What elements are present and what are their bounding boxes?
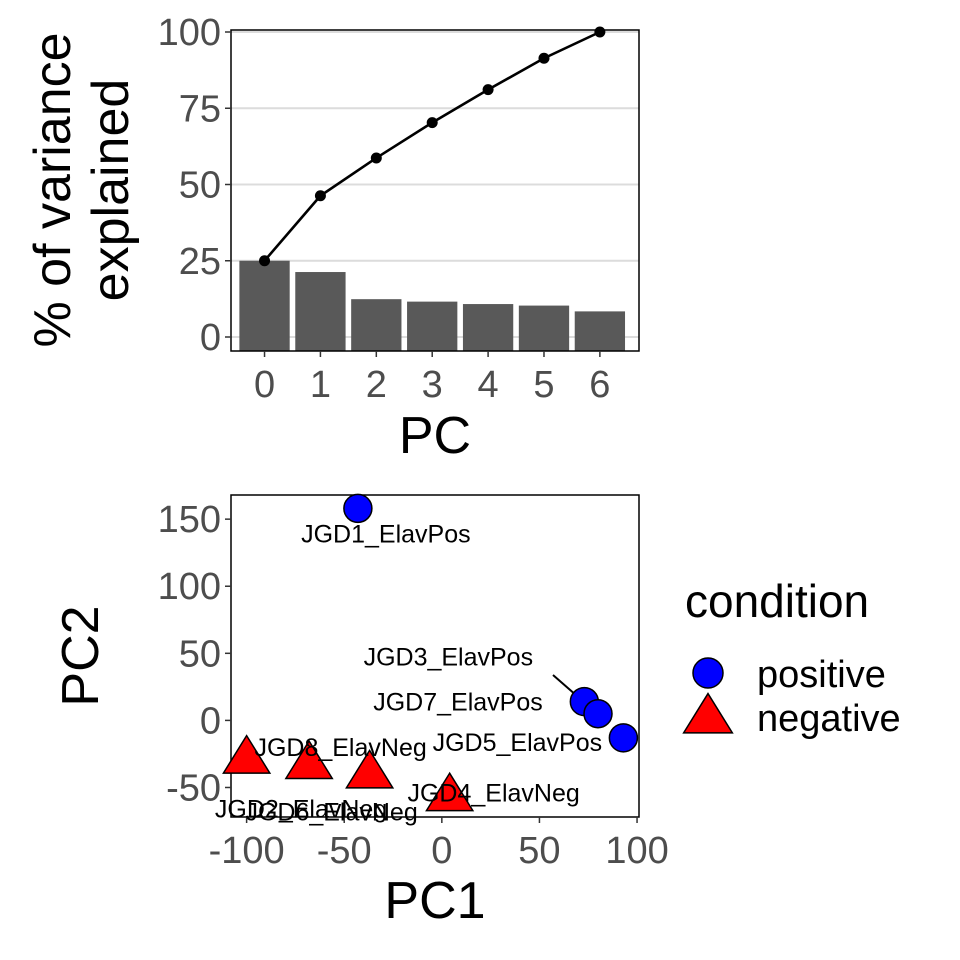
scatter-ytick-label-150: 150 xyxy=(158,499,221,541)
cumulative-point-pc0 xyxy=(259,255,271,267)
cumulative-point-pc4 xyxy=(482,84,494,96)
variance-panel-border xyxy=(230,29,640,352)
variance-bars xyxy=(239,260,626,351)
variance-bar-pc3 xyxy=(407,301,458,351)
variance-xtick-label-1: 1 xyxy=(310,364,331,406)
scatter-xtick-label--100: -100 xyxy=(209,830,285,872)
scatter-label-JGD6_ElavNeg: JGD6_ElavNeg xyxy=(245,799,417,827)
variance-xtick-label-6: 6 xyxy=(589,364,610,406)
scatter-label-JGD2_ElavNeg: JGD2_ElavNeg xyxy=(215,795,387,823)
variance-xtick-label-3: 3 xyxy=(422,364,443,406)
legend-label-positive: positive xyxy=(757,654,886,696)
scatter-point-JGD2_ElavNeg xyxy=(284,739,334,780)
scatter-panel-border xyxy=(230,494,640,818)
scatter-point-JGD5_ElavPos xyxy=(608,723,639,753)
variance-ytick-label-75: 75 xyxy=(179,88,221,130)
scatter-label-JGD3_ElavPos: JGD3_ElavPos xyxy=(364,644,534,672)
scatter-point-JGD6_ElavNeg xyxy=(345,748,395,789)
cumulative-point-pc2 xyxy=(370,152,382,164)
scatter-point-labels: JGD1_ElavPos JGD3_ElavPos JGD7_ElavPos JGD5… xyxy=(215,520,602,826)
variance-bar-pc1 xyxy=(295,272,346,351)
scatter-point-JGD4_ElavNeg xyxy=(425,771,475,812)
scatter-ytick-label-0: 0 xyxy=(200,700,221,742)
scatter-point-JGD1_ElavPos xyxy=(343,493,373,524)
variance-xtick-label-0: 0 xyxy=(254,364,275,406)
scatter-x-ticks: -100 -50 0 50 100 xyxy=(209,817,669,872)
scatter-y-ticks: -50 0 50 100 150 xyxy=(158,499,231,809)
scatter-xtick-label-50: 50 xyxy=(518,830,560,872)
variance-xtick-label-2: 2 xyxy=(366,364,387,406)
scatter-ytick-label--50: -50 xyxy=(166,767,221,809)
variance-ytick-label-25: 25 xyxy=(179,241,221,283)
variance-bar-pc4 xyxy=(462,304,514,351)
cumulative-line-layer xyxy=(259,26,606,267)
scatter-point-JGD7_ElavPos xyxy=(583,698,613,729)
cumulative-point-pc3 xyxy=(426,117,438,129)
scatter-label-JGD1_ElavPos: JGD1_ElavPos xyxy=(301,520,471,548)
variance-y-axis-title-line-1: % of variance xyxy=(24,32,82,347)
scatter-label-JGD7_ElavPos: JGD7_ElavPos xyxy=(373,689,543,717)
variance-x-axis-title: PC xyxy=(399,407,471,465)
scatter-xtick-label-0: 0 xyxy=(431,830,452,872)
variance-grid xyxy=(231,31,639,338)
variance-bar-pc5 xyxy=(518,305,570,351)
cumulative-variance-line xyxy=(263,30,601,262)
cumulative-point-pc1 xyxy=(314,190,326,202)
legend-label-negative: negative xyxy=(757,698,901,740)
scatter-point-JGD8_ElavNeg xyxy=(222,734,272,774)
scatter-points xyxy=(222,493,639,812)
variance-ytick-label-0: 0 xyxy=(200,317,221,359)
scatter-x-axis-title: PC1 xyxy=(384,872,485,930)
variance-bar-pc0 xyxy=(239,260,290,351)
scatter-label-JGD8_ElavNeg: JGD8_ElavNeg xyxy=(254,734,426,762)
variance-ytick-label-100: 100 xyxy=(158,12,221,54)
variance-bar-pc6 xyxy=(574,311,626,351)
scatter-label-JGD4_ElavNeg: JGD4_ElavNeg xyxy=(407,780,579,808)
scatter-ytick-label-100: 100 xyxy=(158,566,221,608)
legend-key-negative xyxy=(682,692,734,734)
scatter-label-JGD5_ElavPos: JGD5_ElavPos xyxy=(433,729,603,757)
cumulative-point-pc6 xyxy=(594,26,606,38)
variance-ytick-label-50: 50 xyxy=(179,165,221,207)
scatter-y-axis-title: PC2 xyxy=(52,605,110,706)
scatter-ytick-label-50: 50 xyxy=(179,633,221,675)
cumulative-point-pc5 xyxy=(538,52,550,64)
variance-xtick-label-5: 5 xyxy=(533,364,554,406)
legend-key-positive xyxy=(692,657,724,689)
variance-y-ticks: 0 25 50 75 100 xyxy=(158,12,231,359)
variance-y-axis-title: % of variance explained xyxy=(24,32,140,347)
variance-y-axis-title-line-2: explained xyxy=(82,79,140,302)
legend-title: condition xyxy=(685,575,869,627)
variance-bar-pc2 xyxy=(351,299,402,351)
scatter-xtick-label--50: -50 xyxy=(317,830,372,872)
variance-xtick-label-4: 4 xyxy=(478,364,499,406)
scatter-xtick-label-100: 100 xyxy=(605,830,668,872)
